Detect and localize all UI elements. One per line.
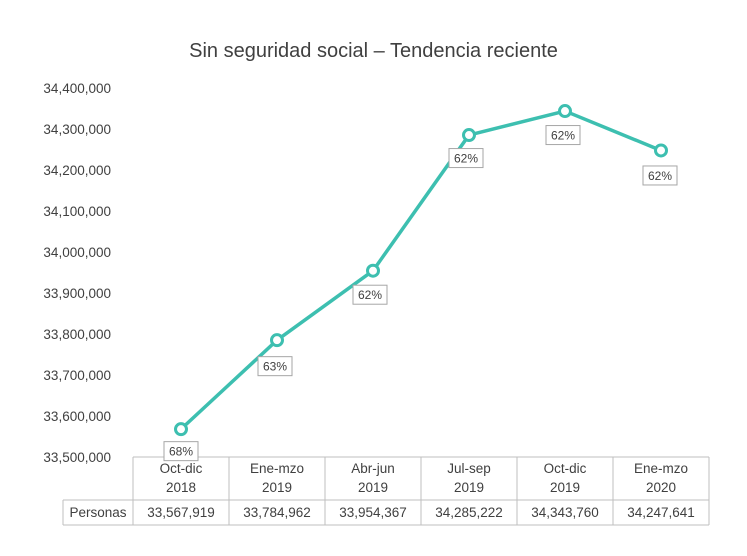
data-point-marker — [174, 422, 188, 437]
point-label: 63% — [257, 356, 293, 377]
point-label-text: 63% — [263, 360, 287, 374]
series-name-cell: Personas — [69, 505, 126, 520]
point-label-box — [545, 125, 581, 146]
point-label-box — [352, 284, 388, 305]
category-label: Oct-dic — [544, 461, 587, 476]
point-label-group: 68% 63% 62% 62% 62% 62% — [163, 125, 678, 462]
table-value-cell: 34,343,760 — [531, 505, 599, 520]
category-label: Jul-sep — [447, 461, 491, 476]
point-label: 62% — [642, 165, 678, 186]
point-label-box — [163, 441, 199, 462]
point-label-box — [642, 165, 678, 186]
data-point-marker — [270, 333, 284, 348]
point-label-text: 62% — [551, 129, 575, 143]
category-year-label: 2019 — [550, 480, 580, 495]
table-value-cell: 34,247,641 — [627, 505, 695, 520]
category-label: Ene-mzo — [634, 461, 688, 476]
point-label: 62% — [352, 284, 388, 305]
data-table: Oct-dic 2018 Ene-mzo 2019 Abr-jun 2019 Jul-sep… — [62, 456, 710, 526]
y-tick-label: 33,800,000 — [43, 327, 111, 342]
series-line-group — [174, 104, 668, 437]
category-label: Ene-mzo — [250, 461, 304, 476]
point-label-box — [448, 148, 484, 169]
category-label: Abr-jun — [351, 461, 395, 476]
y-tick-label: 34,000,000 — [43, 245, 111, 260]
point-label: 62% — [448, 148, 484, 169]
y-tick-label: 33,700,000 — [43, 368, 111, 383]
point-label-text: 68% — [169, 445, 193, 459]
point-label-text: 62% — [454, 152, 478, 166]
point-label-text: 62% — [648, 169, 672, 183]
data-point-marker — [462, 128, 476, 143]
category-year-label: 2020 — [646, 480, 676, 495]
point-label: 62% — [545, 125, 581, 146]
table-value-cell: 33,567,919 — [147, 505, 215, 520]
data-point-marker — [558, 104, 572, 119]
y-tick-label: 33,900,000 — [43, 286, 111, 301]
chart-title: Sin seguridad social – Tendencia recient… — [189, 40, 558, 62]
table-value-cell: 33,954,367 — [339, 505, 407, 520]
category-year-label: 2019 — [454, 480, 484, 495]
category-year-label: 2018 — [166, 480, 196, 495]
point-label-text: 62% — [358, 288, 382, 302]
y-tick-label: 34,300,000 — [43, 122, 111, 137]
table-value-cell: 33,784,962 — [243, 505, 311, 520]
y-tick-label: 33,500,000 — [43, 450, 111, 465]
series-line — [179, 109, 662, 431]
data-point-marker — [366, 263, 380, 278]
point-label-box — [257, 356, 293, 377]
y-tick-label: 34,100,000 — [43, 204, 111, 219]
y-tick-label: 34,400,000 — [43, 81, 111, 96]
category-year-label: 2019 — [262, 480, 292, 495]
table-value-cell: 34,285,222 — [435, 505, 503, 520]
y-axis: 33,500,000 33,600,000 33,700,000 33,800,000… — [43, 81, 111, 465]
data-point-marker — [654, 143, 668, 158]
y-tick-label: 33,600,000 — [43, 409, 111, 424]
category-label: Oct-dic — [160, 461, 203, 476]
category-year-label: 2019 — [358, 480, 388, 495]
point-label: 68% — [163, 441, 199, 462]
y-tick-label: 34,200,000 — [43, 163, 111, 178]
